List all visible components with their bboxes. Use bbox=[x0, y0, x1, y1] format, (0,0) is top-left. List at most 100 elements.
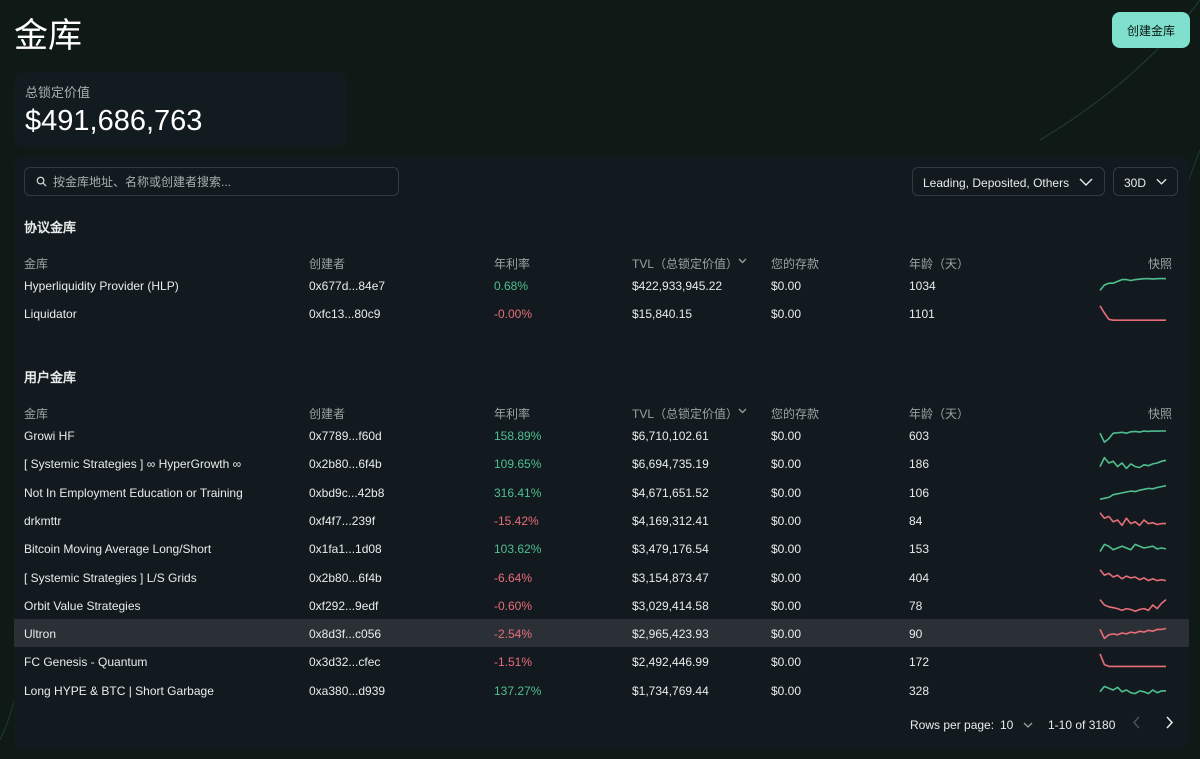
vault-apr: -0.00% bbox=[494, 307, 533, 322]
snapshot-sparkline bbox=[1099, 305, 1166, 322]
tvl-label: 总锁定价值 bbox=[25, 85, 91, 100]
vault-age: 404 bbox=[909, 570, 930, 585]
table-row[interactable]: Bitcoin Moving Average Long/Short 0x1fa1.… bbox=[14, 534, 1189, 562]
table-row[interactable]: Hyperliquidity Provider (HLP) 0x677d...84… bbox=[14, 271, 1189, 299]
snapshot-sparkline bbox=[1099, 598, 1167, 612]
vault-tvl: $3,154,873.47 bbox=[632, 570, 709, 585]
sparkline-path bbox=[1099, 512, 1166, 527]
table-row[interactable]: Ultron 0x8d3f...c056 -2.54% $2,965,423.93 $0… bbox=[14, 619, 1189, 648]
total-value-locked-card: 总锁定价值 $491,686,763 bbox=[14, 72, 347, 147]
column-header-deposit[interactable]: 您的存款 bbox=[771, 407, 820, 421]
vault-apr: -15.42% bbox=[494, 513, 539, 528]
page-title: 金库 bbox=[14, 17, 82, 55]
vault-age: 172 bbox=[909, 655, 930, 670]
sparkline-path bbox=[1099, 685, 1166, 695]
vault-name: FC Genesis - Quantum bbox=[24, 655, 148, 670]
sort-chevron-down-icon[interactable] bbox=[738, 408, 747, 414]
vault-creator: 0xf292...9edf bbox=[309, 598, 379, 613]
vault-deposit: $0.00 bbox=[771, 307, 802, 322]
sort-chevron-down-icon[interactable] bbox=[738, 258, 747, 264]
vault-age: 1101 bbox=[909, 307, 935, 322]
vault-creator: 0x7789...f60d bbox=[309, 429, 382, 443]
vault-age: 603 bbox=[909, 429, 930, 443]
search-box[interactable] bbox=[24, 167, 399, 196]
column-header-creator[interactable]: 创建者 bbox=[309, 257, 346, 271]
table-row[interactable]: Growi HF 0x7789...f60d 158.89% $6,710,102.6… bbox=[14, 421, 1189, 449]
create-vault-button[interactable]: 创建金库 bbox=[1112, 12, 1190, 48]
column-header-snapshot: 快照 bbox=[1148, 407, 1173, 421]
vault-tvl: $6,710,102.61 bbox=[632, 429, 709, 443]
vault-apr: -6.64% bbox=[494, 570, 533, 585]
column-header-snapshot: 快照 bbox=[1148, 257, 1173, 271]
rows-per-page-value[interactable]: 10 bbox=[1000, 718, 1014, 732]
column-header-vault[interactable]: 金库 bbox=[24, 407, 49, 421]
vault-tvl: $4,169,312.41 bbox=[632, 513, 709, 528]
column-header-apr[interactable]: 年利率 bbox=[494, 407, 531, 421]
sparkline-path bbox=[1099, 627, 1167, 640]
vault-age: 153 bbox=[909, 542, 930, 557]
pagination-range: 1-10 of 3180 bbox=[1048, 718, 1116, 732]
vault-name: [ Systemic Strategies ] L/S Grids bbox=[24, 570, 197, 585]
vault-apr: 158.89% bbox=[494, 429, 542, 443]
vault-tvl: $422,933,945.22 bbox=[632, 279, 723, 293]
vault-tvl: $2,492,446.99 bbox=[632, 655, 709, 670]
table-row[interactable]: [ Systemic Strategies ] ∞ HyperGrowth ∞ 0… bbox=[14, 449, 1189, 477]
vault-apr: -2.54% bbox=[494, 627, 533, 642]
vault-deposit: $0.00 bbox=[771, 598, 802, 613]
column-header-age[interactable]: 年龄（天） bbox=[909, 407, 970, 421]
table-row[interactable]: drkmttr 0xf4f7...239f -15.42% $4,169,312.41… bbox=[14, 506, 1189, 534]
vault-tvl: $4,671,651.52 bbox=[632, 485, 709, 500]
column-header-creator[interactable]: 创建者 bbox=[309, 407, 346, 421]
sparkline-path bbox=[1099, 430, 1166, 444]
table-row[interactable]: Not In Employment Education or Training 0… bbox=[14, 478, 1189, 506]
table-row[interactable]: Liquidator 0xfc13...80c9 -0.00% $15,840.15 $… bbox=[14, 299, 1189, 327]
vault-name: drkmttr bbox=[24, 513, 62, 528]
column-header-tvl[interactable]: TVL（总锁定价值） bbox=[632, 257, 739, 271]
vault-age: 186 bbox=[909, 457, 930, 472]
vault-tvl: $1,734,769.44 bbox=[632, 683, 709, 698]
column-header-tvl[interactable]: TVL（总锁定价值） bbox=[632, 407, 739, 421]
snapshot-sparkline bbox=[1099, 277, 1167, 291]
column-header-deposit[interactable]: 您的存款 bbox=[771, 257, 820, 271]
vault-deposit: $0.00 bbox=[771, 627, 802, 642]
vault-creator: 0xfc13...80c9 bbox=[309, 307, 381, 322]
vault-age: 328 bbox=[909, 683, 930, 698]
vault-apr: 0.68% bbox=[494, 279, 529, 293]
next-page-icon[interactable] bbox=[1165, 716, 1174, 729]
table-row[interactable]: Long HYPE & BTC | Short Garbage 0xa380...… bbox=[14, 676, 1189, 704]
previous-page-icon[interactable] bbox=[1132, 716, 1141, 729]
column-header-age[interactable]: 年龄（天） bbox=[909, 257, 970, 271]
vault-apr: 316.41% bbox=[494, 485, 542, 500]
category-filter-select[interactable]: Leading, Deposited, Others bbox=[912, 167, 1105, 196]
vault-name: Ultron bbox=[24, 627, 57, 642]
search-input[interactable] bbox=[53, 173, 383, 191]
vault-age: 106 bbox=[909, 485, 930, 500]
vault-name: Liquidator bbox=[24, 307, 77, 322]
table-row[interactable]: [ Systemic Strategies ] L/S Grids 0x2b80.… bbox=[14, 563, 1189, 591]
column-header-apr[interactable]: 年利率 bbox=[494, 257, 531, 271]
chevron-down-icon bbox=[1156, 178, 1167, 185]
vault-name: Not In Employment Education or Training bbox=[24, 485, 243, 500]
table-row[interactable]: Orbit Value Strategies 0xf292...9edf -0.60… bbox=[14, 591, 1189, 619]
vault-tvl: $15,840.15 bbox=[632, 307, 693, 322]
vault-tvl: $3,029,414.58 bbox=[632, 598, 709, 613]
snapshot-sparkline bbox=[1099, 627, 1167, 640]
snapshot-sparkline bbox=[1099, 543, 1167, 553]
vault-creator: 0xa380...d939 bbox=[309, 683, 386, 698]
snapshot-sparkline bbox=[1099, 653, 1166, 668]
vault-deposit: $0.00 bbox=[771, 542, 802, 557]
chevron-down-icon[interactable] bbox=[1023, 722, 1033, 729]
chevron-down-icon bbox=[1079, 178, 1093, 186]
period-filter-select[interactable]: 30D bbox=[1113, 167, 1178, 196]
vault-age: 78 bbox=[909, 598, 923, 613]
vault-apr: -1.51% bbox=[494, 655, 533, 670]
vault-apr: 137.27% bbox=[494, 683, 542, 698]
table-row[interactable]: FC Genesis - Quantum 0x3d32...cfec -1.51% $… bbox=[14, 647, 1189, 675]
column-header-vault[interactable]: 金库 bbox=[24, 257, 49, 271]
vault-creator: 0x2b80...6f4b bbox=[309, 457, 382, 472]
sparkline-path bbox=[1099, 277, 1167, 291]
tvl-value: $491,686,763 bbox=[25, 105, 203, 137]
vault-age: 1034 bbox=[909, 279, 936, 293]
snapshot-sparkline bbox=[1099, 484, 1167, 500]
vault-creator: 0x8d3f...c056 bbox=[309, 627, 382, 642]
